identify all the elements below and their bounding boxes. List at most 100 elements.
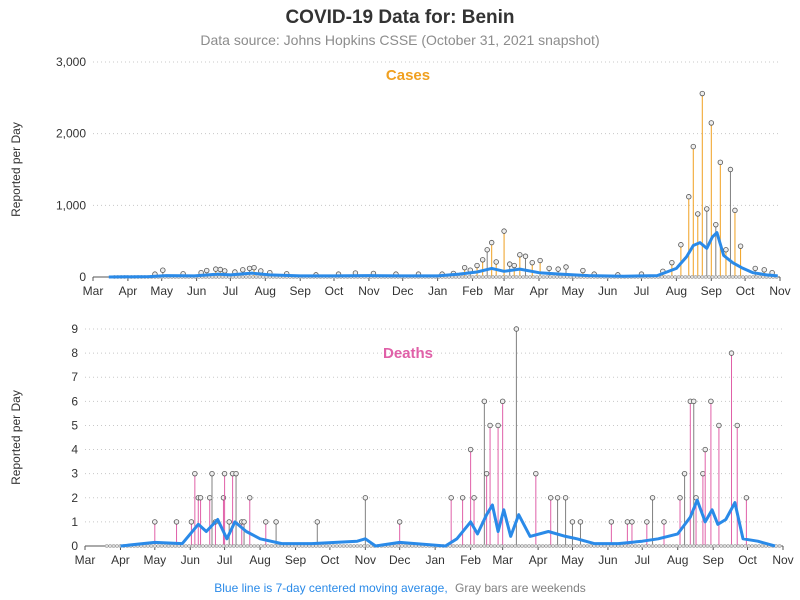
deaths-zero-marker: [739, 544, 744, 548]
cases-zero-marker: [463, 275, 468, 279]
deaths-zero-marker: [743, 544, 748, 548]
cases-point: [695, 211, 701, 217]
deaths-zero-marker: [643, 544, 648, 548]
deaths-x-tick-label: Jul: [217, 553, 232, 567]
cases-x-tick-label: May: [150, 284, 173, 298]
cases-x-tick-label: Apr: [530, 284, 549, 298]
cases-point: [737, 243, 744, 249]
cases-zero-marker: [507, 275, 512, 279]
cases-zero-marker: [521, 275, 526, 279]
cases-point: [501, 228, 507, 234]
cases-zero-marker: [751, 275, 755, 279]
deaths-x-tick-label: Nov: [772, 553, 793, 567]
deaths-point: [677, 495, 683, 501]
cases-y-tick-label: 3,000: [56, 55, 86, 69]
deaths-zero-marker: [204, 544, 209, 548]
cases-point: [522, 253, 529, 259]
deaths-zero-marker: [506, 544, 511, 548]
deaths-zero-marker: [571, 544, 576, 548]
cases-zero-marker: [703, 275, 708, 279]
cases-zero-marker: [528, 275, 532, 279]
deaths-zero-marker: [211, 544, 216, 548]
cases-zero-marker: [686, 275, 691, 279]
footnote-weekend: Gray bars are weekends: [455, 581, 586, 595]
cases-point: [479, 257, 486, 263]
deaths-zero-marker: [338, 544, 343, 548]
cases-point: [761, 267, 767, 273]
cases-zero-marker: [494, 275, 499, 279]
deaths-zero-marker: [345, 544, 349, 548]
cases-zero-marker: [666, 275, 671, 279]
deaths-zero-marker: [760, 544, 765, 548]
cases-x-tick-label: Sep: [701, 284, 723, 298]
deaths-point: [644, 519, 650, 525]
deaths-zero-marker: [163, 544, 167, 548]
cases-point: [213, 266, 219, 272]
cases-x-tick-label: Dec: [392, 284, 413, 298]
deaths-zero-marker: [183, 544, 188, 548]
deaths-zero-marker: [719, 544, 724, 548]
cases-point: [699, 90, 705, 97]
cases-zero-marker: [740, 275, 745, 279]
cases-point: [723, 247, 729, 253]
deaths-x-tick-label: May: [561, 553, 584, 567]
footnote-average: Blue line is 7-day centered moving avera…: [214, 581, 447, 595]
cases-zero-marker: [511, 275, 515, 279]
cases-zero-marker: [477, 275, 482, 279]
cases-point: [537, 257, 543, 264]
deaths-point: [221, 470, 228, 477]
deaths-x-tick-label: Mar: [75, 553, 96, 567]
chart-subtitle: Data source: Johns Hopkins CSSE (October…: [200, 32, 599, 48]
deaths-point: [192, 470, 198, 477]
deaths-zero-marker: [362, 544, 367, 548]
cases-zero-marker: [470, 275, 475, 279]
deaths-zero-marker: [753, 544, 758, 548]
panels: 0 1,000 2,000 3,000 Mar Apr May Jun Jul Aug Sep Oct…: [9, 55, 794, 567]
deaths-x-tick-label: Jul: [635, 553, 650, 567]
deaths-zero-marker: [328, 544, 332, 548]
deaths-zero-marker: [365, 544, 370, 548]
deaths-x-tick-label: Feb: [460, 553, 481, 567]
cases-zero-marker: [261, 275, 265, 279]
deaths-point: [691, 398, 697, 405]
deaths-zero-marker: [578, 544, 583, 548]
deaths-y-tick-label: 2: [71, 491, 78, 505]
deaths-point: [608, 519, 615, 525]
deaths-zero-marker: [207, 544, 212, 548]
deaths-zero-marker: [152, 544, 157, 548]
deaths-zero-marker: [757, 544, 761, 548]
cases-zero-marker: [217, 275, 221, 279]
deaths-point: [533, 470, 539, 477]
deaths-point: [716, 422, 722, 429]
deaths-zero-marker: [544, 544, 548, 548]
deaths-point: [209, 470, 215, 477]
deaths-point: [554, 495, 561, 501]
cases-zero-marker: [561, 275, 566, 279]
deaths-point: [499, 398, 506, 405]
deaths-zero-marker: [149, 544, 154, 548]
cases-point: [686, 194, 692, 200]
deaths-zero-marker: [159, 544, 164, 548]
cases-zero-marker: [545, 275, 549, 279]
deaths-point: [362, 495, 369, 501]
cases-zero-marker: [730, 275, 735, 279]
deaths-zero-marker: [228, 544, 233, 548]
deaths-point: [197, 495, 204, 501]
cases-point: [708, 120, 714, 126]
deaths-zero-marker: [225, 544, 229, 548]
cases-zero-marker: [538, 275, 542, 279]
deaths-zero-marker: [214, 544, 219, 548]
deaths-zero-marker: [746, 544, 751, 548]
deaths-zero-marker: [496, 544, 500, 548]
cases-point: [717, 159, 724, 166]
deaths-zero-marker: [465, 544, 470, 548]
deaths-zero-marker: [475, 544, 480, 548]
deaths-zero-marker: [403, 544, 408, 548]
cases-zero-marker: [501, 275, 505, 279]
footnote: Blue line is 7-day centered moving avera…: [214, 581, 586, 595]
cases-zero-marker: [707, 275, 711, 279]
deaths-zero-marker: [400, 544, 404, 548]
deaths-point: [247, 495, 253, 501]
cases-moving-average-line: [108, 231, 778, 279]
